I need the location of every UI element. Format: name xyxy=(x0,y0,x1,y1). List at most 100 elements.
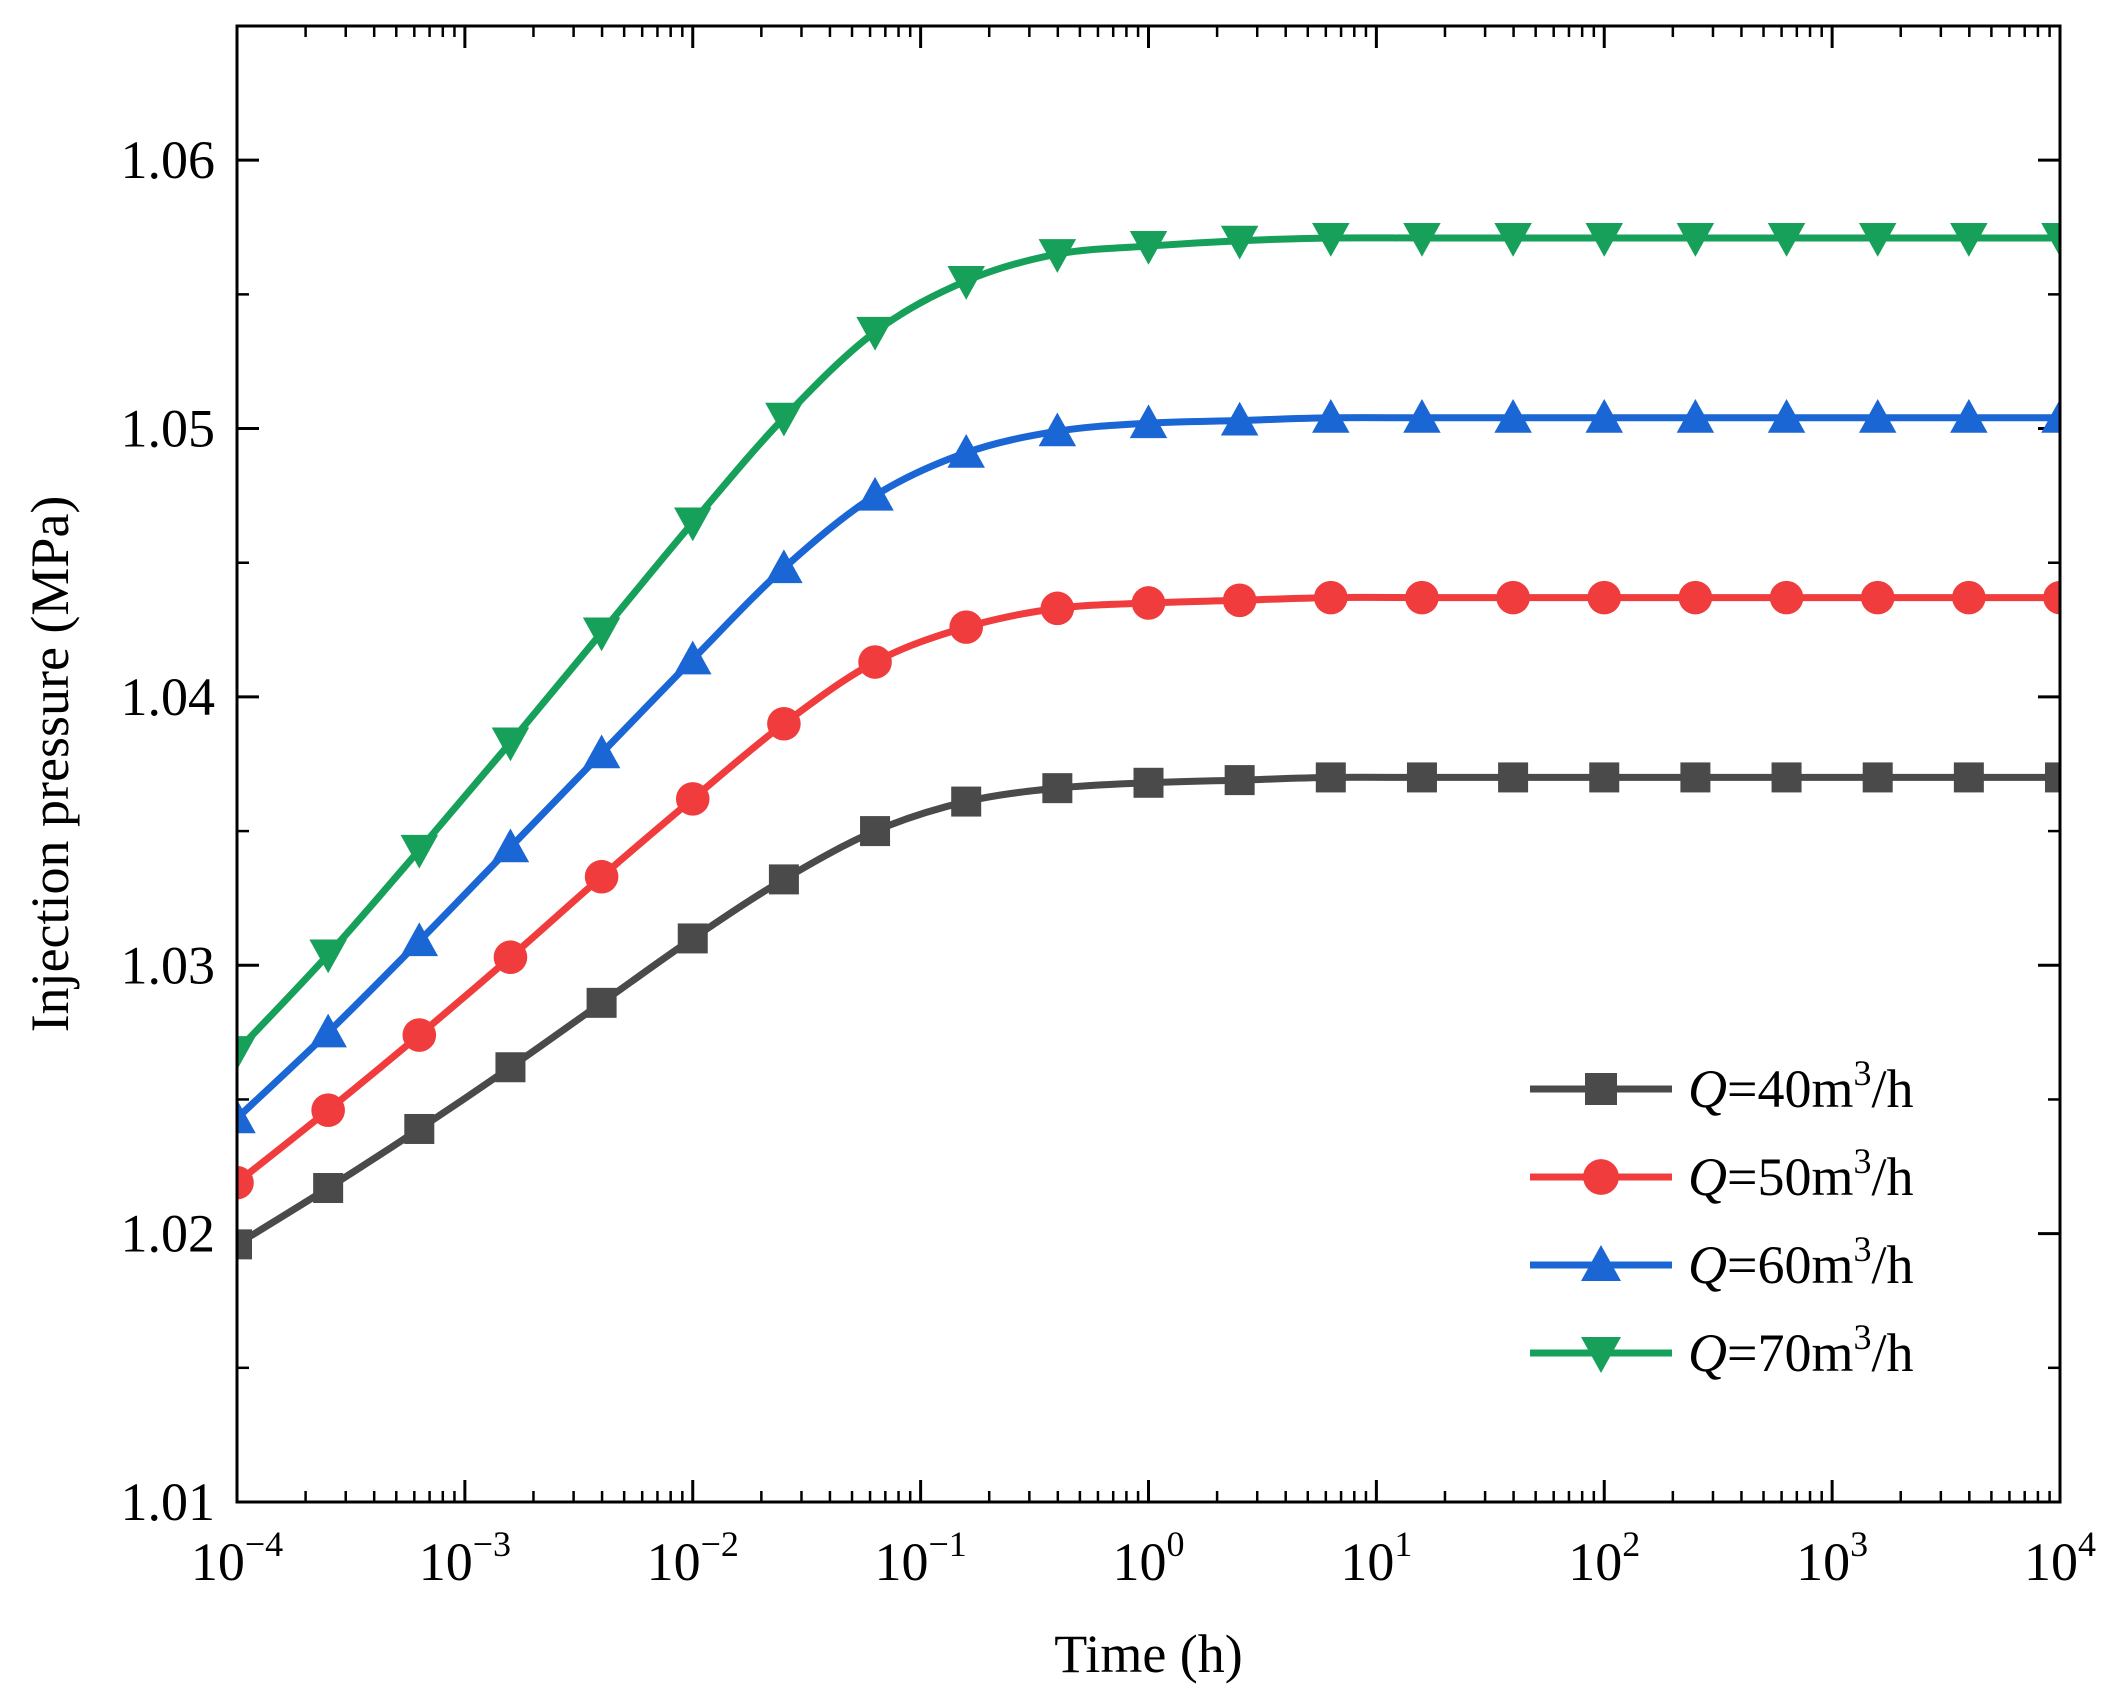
legend-label-unit: /h xyxy=(1871,1147,1913,1207)
data-point xyxy=(1862,762,1893,793)
y-tick-label: 1.05 xyxy=(121,399,216,459)
data-point xyxy=(309,1013,347,1048)
legend-marker xyxy=(1583,1159,1619,1195)
legend-label: Q=50m3/h xyxy=(1688,1141,1913,1207)
data-point xyxy=(1494,399,1532,433)
x-tick-exponent: −1 xyxy=(928,1524,966,1564)
data-point xyxy=(1767,223,1806,257)
data-point xyxy=(1040,591,1075,626)
data-point xyxy=(491,828,530,863)
x-tick-exponent: 1 xyxy=(1394,1524,1412,1564)
x-tick-exponent: −2 xyxy=(701,1524,739,1564)
data-point xyxy=(856,316,894,351)
data-point xyxy=(1858,223,1897,257)
data-point xyxy=(1860,580,1895,615)
y-axis-title: Injection pressure (MPa) xyxy=(20,496,80,1033)
x-tick-exponent: 4 xyxy=(2078,1524,2096,1564)
data-point xyxy=(1312,399,1350,433)
legend-label: Q=60m3/h xyxy=(1688,1229,1913,1295)
legend-marker xyxy=(1585,1073,1617,1105)
plot-frame xyxy=(235,24,2062,1504)
data-point xyxy=(951,786,982,817)
data-point xyxy=(582,734,621,769)
data-point xyxy=(768,864,799,895)
legend-label-value: =40m xyxy=(1727,1059,1853,1119)
data-point xyxy=(2041,399,2060,433)
x-tick-exponent: −4 xyxy=(245,1524,283,1564)
series-line xyxy=(237,234,2060,1054)
data-point xyxy=(1676,223,1715,257)
data-point xyxy=(313,1173,344,1204)
data-point xyxy=(1315,762,1346,793)
legend-label-unit: /h xyxy=(1871,1059,1913,1119)
data-point xyxy=(1587,580,1622,615)
data-point xyxy=(674,507,712,542)
legend-marker xyxy=(1581,1337,1621,1373)
data-point xyxy=(1589,762,1620,793)
x-tick-base: 10 xyxy=(1568,1532,1622,1592)
x-tick-label: 101 xyxy=(1340,1524,1412,1592)
data-point xyxy=(237,1036,256,1070)
data-point xyxy=(1585,223,1623,257)
x-tick-base: 10 xyxy=(874,1532,928,1592)
data-point xyxy=(1042,773,1073,804)
x-tick-exponent: 0 xyxy=(1167,1524,1185,1564)
data-point xyxy=(947,433,985,468)
data-point xyxy=(1680,762,1711,793)
legend-label-symbol: Q xyxy=(1688,1235,1727,1295)
data-point xyxy=(677,923,708,954)
data-point xyxy=(2045,762,2060,793)
x-tick-exponent: 2 xyxy=(1622,1524,1640,1564)
x-tick-label: 10−1 xyxy=(874,1524,966,1592)
data-point xyxy=(1312,223,1350,257)
data-point xyxy=(1038,412,1077,447)
data-point xyxy=(856,476,894,511)
y-tick-label: 1.02 xyxy=(121,1204,216,1264)
y-tick-label: 1.01 xyxy=(121,1472,216,1532)
data-point xyxy=(1405,580,1439,615)
legend-item-2: Q=50m3/h xyxy=(1530,1141,1913,1207)
data-point xyxy=(311,1093,345,1127)
data-point xyxy=(402,1018,437,1052)
x-tick-label: 100 xyxy=(1113,1524,1185,1592)
x-tick-base: 10 xyxy=(1340,1532,1394,1592)
data-point xyxy=(1498,762,1529,793)
data-point xyxy=(1585,399,1623,433)
data-point xyxy=(858,645,892,679)
data-point xyxy=(404,1113,435,1144)
data-point xyxy=(860,816,891,847)
data-point xyxy=(309,939,347,974)
data-point xyxy=(1950,399,1988,433)
legend-label: Q=40m3/h xyxy=(1688,1053,1913,1119)
y-tick-label: 1.03 xyxy=(121,935,216,995)
data-point xyxy=(586,987,617,1018)
x-tick-label: 103 xyxy=(1796,1524,1868,1592)
y-tick-labels: 1.01 1.02 1.03 1.04 1.05 1.06 xyxy=(121,130,216,1532)
legend-label-value: =60m xyxy=(1727,1235,1853,1295)
legend-label-superscript: 3 xyxy=(1853,1317,1871,1357)
data-point xyxy=(1494,223,1532,257)
legend-label-unit: /h xyxy=(1871,1235,1913,1295)
data-point xyxy=(237,1165,254,1200)
data-point xyxy=(495,1052,526,1083)
data-point xyxy=(1222,583,1257,618)
x-tick-base: 10 xyxy=(2024,1532,2078,1592)
legend-item-4: Q=70m3/h xyxy=(1530,1317,1913,1383)
data-point xyxy=(1129,231,1168,265)
series-4 xyxy=(237,223,2060,1070)
x-tick-base: 10 xyxy=(191,1532,245,1592)
data-point xyxy=(1220,225,1259,260)
data-point xyxy=(1403,223,1441,257)
legend-label-superscript: 3 xyxy=(1853,1141,1871,1181)
data-point xyxy=(584,859,619,894)
data-point xyxy=(400,834,439,869)
data-point xyxy=(493,940,528,975)
legend-label-value: =50m xyxy=(1727,1147,1853,1207)
data-point xyxy=(400,922,439,957)
x-tick-label: 10−4 xyxy=(191,1524,283,1592)
x-tick-base: 10 xyxy=(419,1532,473,1592)
data-point xyxy=(1953,762,1984,793)
x-tick-label: 102 xyxy=(1568,1524,1640,1592)
x-tick-label: 10−3 xyxy=(419,1524,511,1592)
